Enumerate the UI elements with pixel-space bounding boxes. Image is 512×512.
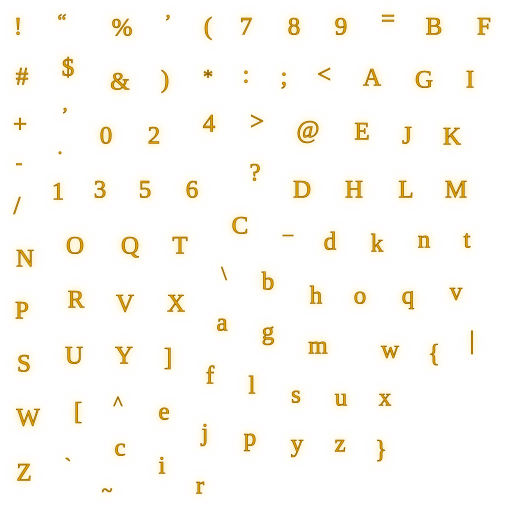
glyph: I [465, 66, 475, 94]
glyph: 5 [138, 176, 152, 204]
glyph: g [261, 318, 275, 346]
glyph: p [243, 424, 257, 452]
glyph: 7 [239, 13, 253, 41]
glyph: j [201, 419, 209, 447]
glyph: v [449, 278, 463, 306]
glyph: @ [296, 116, 320, 144]
glyph: c [114, 434, 126, 462]
glyph: [ [73, 398, 83, 426]
glyph: x [378, 384, 392, 412]
glyph: > [249, 108, 265, 136]
glyph: O [65, 232, 85, 260]
glyph: + [12, 111, 28, 139]
glyph: C [231, 212, 249, 240]
glyph: 8 [287, 13, 301, 41]
glyph: S [17, 350, 32, 378]
glyph: < [316, 61, 332, 89]
glyph: Z [16, 459, 32, 487]
glyph: V [115, 290, 135, 318]
glyph: 9 [334, 13, 348, 41]
glyph: w [380, 336, 400, 364]
glyph: M [444, 176, 468, 204]
glyph: N [15, 245, 35, 273]
glyph: z [334, 430, 346, 458]
glyph: 6 [185, 176, 199, 204]
glyph: – [283, 223, 294, 245]
glyph: b [261, 268, 275, 296]
glyph: y [290, 430, 304, 458]
glyph: 1 [51, 178, 65, 206]
glyph: 4 [202, 110, 216, 138]
glyph: ; [280, 63, 288, 91]
glyph: # [15, 63, 29, 91]
glyph: a [216, 309, 228, 337]
glyph: & [110, 68, 130, 96]
glyph: 3 [93, 176, 107, 204]
glyph: f [205, 362, 215, 390]
glyph: ( [203, 13, 213, 41]
glyph: H [344, 176, 364, 204]
glyph: \ [221, 263, 227, 285]
glyph: e [158, 398, 170, 426]
glyph: 2 [147, 122, 161, 150]
glyph: ^ [113, 393, 123, 415]
glyph: k [370, 230, 384, 258]
glyph: s [291, 381, 301, 409]
glyph: ’ [61, 104, 69, 126]
glyph: o [353, 282, 367, 310]
glyph: - [15, 152, 23, 174]
glyph: K [442, 123, 462, 151]
glyph: A [362, 64, 382, 92]
glyph: J [402, 122, 412, 150]
glyph: ] [163, 344, 173, 372]
glyph: i [158, 452, 166, 480]
glyph: “ [57, 11, 67, 33]
glyph: d [323, 228, 337, 256]
glyph: ~ [101, 480, 113, 502]
glyph: 0 [99, 122, 113, 150]
glyph: E [354, 118, 370, 146]
glyph: F [477, 13, 492, 41]
glyph: } [375, 436, 388, 464]
glyph: U [64, 342, 84, 370]
glyph: L [398, 176, 414, 204]
glyph: G [414, 66, 434, 94]
glyph: Y [114, 342, 134, 370]
glyph: t [463, 226, 471, 254]
glyph: q [401, 282, 415, 310]
glyph: l [248, 372, 256, 400]
glyph: : [242, 61, 250, 89]
glyph: . [57, 137, 63, 159]
glyph: T [172, 232, 188, 260]
glyph: h [309, 282, 323, 310]
glyph: / [13, 192, 21, 220]
glyph: r [195, 472, 205, 500]
glyph: { [428, 340, 441, 368]
glyph: $ [61, 54, 75, 82]
glyph: u [334, 384, 348, 412]
glyph: ’ [164, 11, 172, 33]
glyph: ? [249, 159, 261, 187]
glyph: ) [160, 66, 170, 94]
glyph: B [425, 13, 443, 41]
glyph: | [469, 327, 475, 355]
glyph: R [67, 286, 85, 314]
glyph: * [203, 66, 214, 88]
glyph: ` [64, 455, 72, 477]
glyph: Q [120, 232, 140, 260]
glyph: D [292, 176, 312, 204]
glyph: m [308, 332, 328, 360]
glyph: n [417, 226, 431, 254]
glyph: X [166, 290, 186, 318]
glyph: ! [13, 13, 23, 41]
glyph: % [111, 14, 133, 42]
glyph: W [16, 404, 40, 432]
glyph: = [380, 5, 396, 33]
glyph: P [15, 297, 30, 325]
